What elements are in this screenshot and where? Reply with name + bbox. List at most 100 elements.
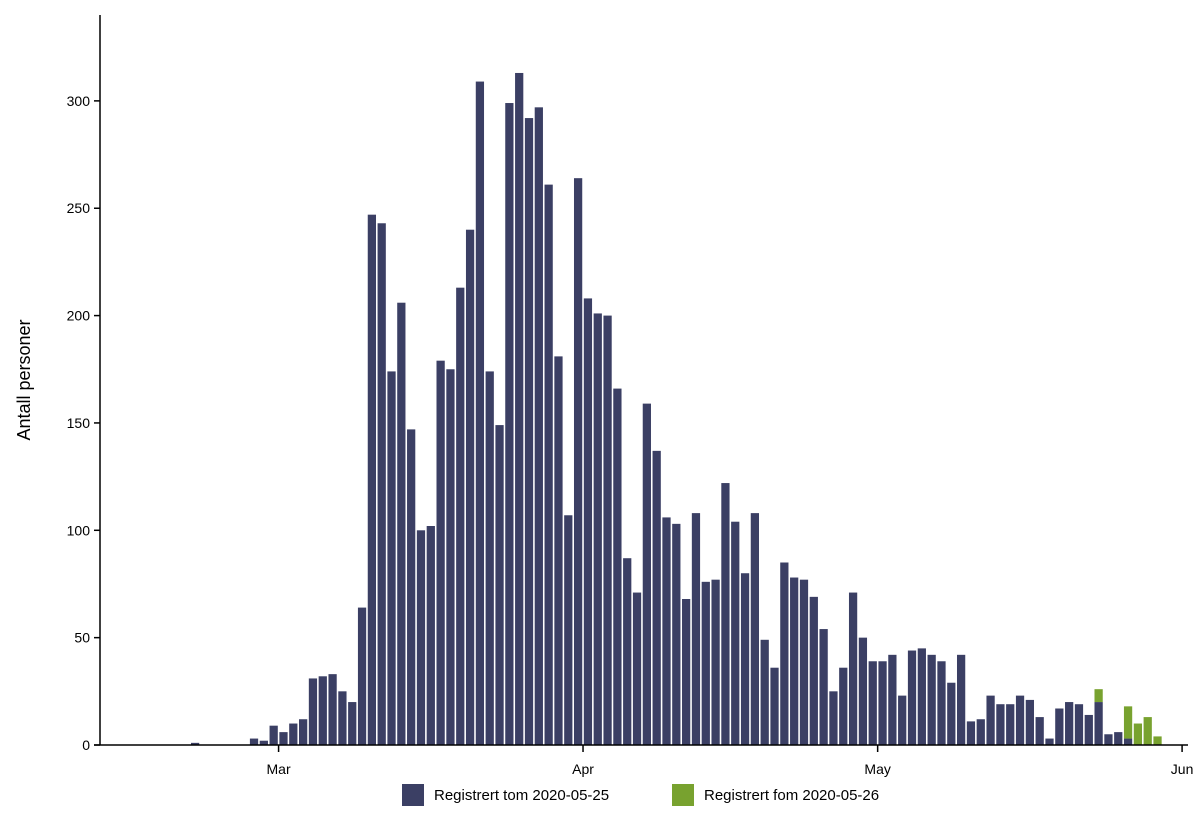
bar-registered-to (731, 521, 740, 745)
bar-registered-to (1035, 717, 1044, 745)
x-tick-label: May (864, 761, 890, 777)
legend-swatch (402, 784, 424, 806)
bar-registered-to (819, 629, 828, 745)
bar-registered-to (554, 356, 563, 745)
bar-registered-to (1123, 738, 1133, 745)
legend-swatch (672, 784, 694, 806)
bar-registered-to (328, 674, 337, 745)
bar-registered-to (299, 719, 308, 745)
bar-registered-to (907, 650, 917, 745)
legend-label: Registrert fom 2020-05-26 (704, 787, 879, 804)
bar-registered-to (524, 118, 534, 745)
y-tick-label: 0 (82, 737, 90, 753)
bar-registered-to (986, 695, 995, 745)
bar-registered-to (917, 648, 926, 745)
bar-registered-to (564, 515, 573, 745)
y-tick-label: 150 (67, 415, 91, 431)
bar-registered-to (407, 429, 416, 745)
bar-registered-to (858, 637, 868, 745)
bar-registered-to (613, 388, 622, 745)
bar-registered-to (446, 369, 455, 745)
bar-registered-to (898, 695, 907, 745)
y-tick-label: 250 (67, 200, 91, 216)
bar-registered-to (603, 315, 612, 745)
bar-registered-to (505, 103, 514, 745)
bar-registered-to (956, 654, 966, 745)
bar-registered-to (348, 702, 357, 745)
bar-registered-to (583, 298, 593, 745)
bar-registered-to (1104, 734, 1113, 745)
bar-registered-to (1114, 732, 1123, 745)
bar-registered-to (367, 214, 377, 746)
bar-registered-to (868, 661, 877, 745)
bar-registered-to (839, 667, 848, 745)
y-axis-title: Antall personer (14, 319, 34, 440)
bar-registered-to (760, 639, 769, 745)
bar-registered-to (1065, 702, 1074, 745)
bar-registered-to (966, 721, 976, 745)
bar-registered-to (397, 302, 406, 745)
bar-registered-to (652, 450, 661, 745)
bar-registered-to (927, 654, 936, 745)
bar-registered-to (691, 513, 701, 745)
bar-registered-to (249, 738, 259, 745)
bar-registered-to (495, 425, 504, 745)
bar-registered-from (1143, 717, 1152, 745)
bar-registered-to (387, 371, 396, 745)
bar-registered-to (878, 661, 887, 745)
bar-registered-to (623, 558, 632, 745)
bar-registered-from (1094, 689, 1103, 703)
bar-registered-to (996, 704, 1005, 745)
bar-registered-to (701, 581, 710, 745)
bar-registered-to (1094, 702, 1103, 745)
legend-label: Registrert tom 2020-05-25 (434, 787, 609, 804)
bar-registered-to (682, 599, 691, 745)
bar-registered-to (289, 723, 298, 745)
bar-registered-to (632, 592, 642, 745)
bar-registered-to (279, 732, 288, 745)
bar-registered-to (721, 483, 730, 745)
bar-registered-to (515, 72, 524, 746)
bar-registered-to (338, 691, 347, 745)
y-tick-label: 100 (67, 522, 91, 538)
bar-registered-to (740, 573, 750, 745)
bar-registered-to (593, 313, 602, 745)
bar-registered-to (711, 579, 720, 745)
bar-registered-to (190, 742, 200, 745)
bar-registered-to (456, 287, 465, 745)
x-axis-ticks: Mar Apr May Jun (267, 745, 1194, 777)
bar-registered-to (790, 577, 799, 745)
bar-registered-to (544, 184, 553, 745)
bar-registered-to (642, 403, 651, 745)
bar-registered-to (1006, 704, 1015, 745)
x-tick-label: Jun (1171, 761, 1194, 777)
bar-registered-from (1123, 706, 1133, 739)
bar-registered-to (750, 513, 760, 745)
bar-registered-to (672, 523, 681, 745)
bars-group (190, 72, 1162, 746)
y-tick-label: 50 (74, 630, 90, 646)
bar-registered-to (318, 676, 327, 745)
bar-registered-to (308, 678, 318, 745)
bar-registered-to (1045, 738, 1054, 745)
bar-registered-from (1153, 736, 1162, 745)
bar-registered-to (426, 526, 435, 745)
bar-registered-to (1084, 714, 1093, 745)
bar-registered-to (770, 667, 779, 745)
y-tick-label: 300 (67, 93, 91, 109)
bar-registered-to (269, 725, 278, 745)
bar-registered-to (1015, 695, 1025, 745)
bar-registered-to (485, 371, 494, 745)
bar-registered-to (534, 107, 543, 745)
bar-registered-to (976, 719, 985, 745)
bar-registered-to (259, 740, 268, 745)
x-tick-label: Apr (572, 761, 594, 777)
bar-registered-to (573, 178, 583, 746)
bar-registered-to (937, 661, 946, 745)
bar-registered-to (809, 596, 818, 745)
x-tick-label: Mar (267, 761, 291, 777)
y-tick-label: 200 (67, 308, 91, 324)
bar-registered-to (357, 607, 367, 745)
bar-registered-to (947, 682, 956, 745)
bar-registered-to (436, 360, 445, 745)
